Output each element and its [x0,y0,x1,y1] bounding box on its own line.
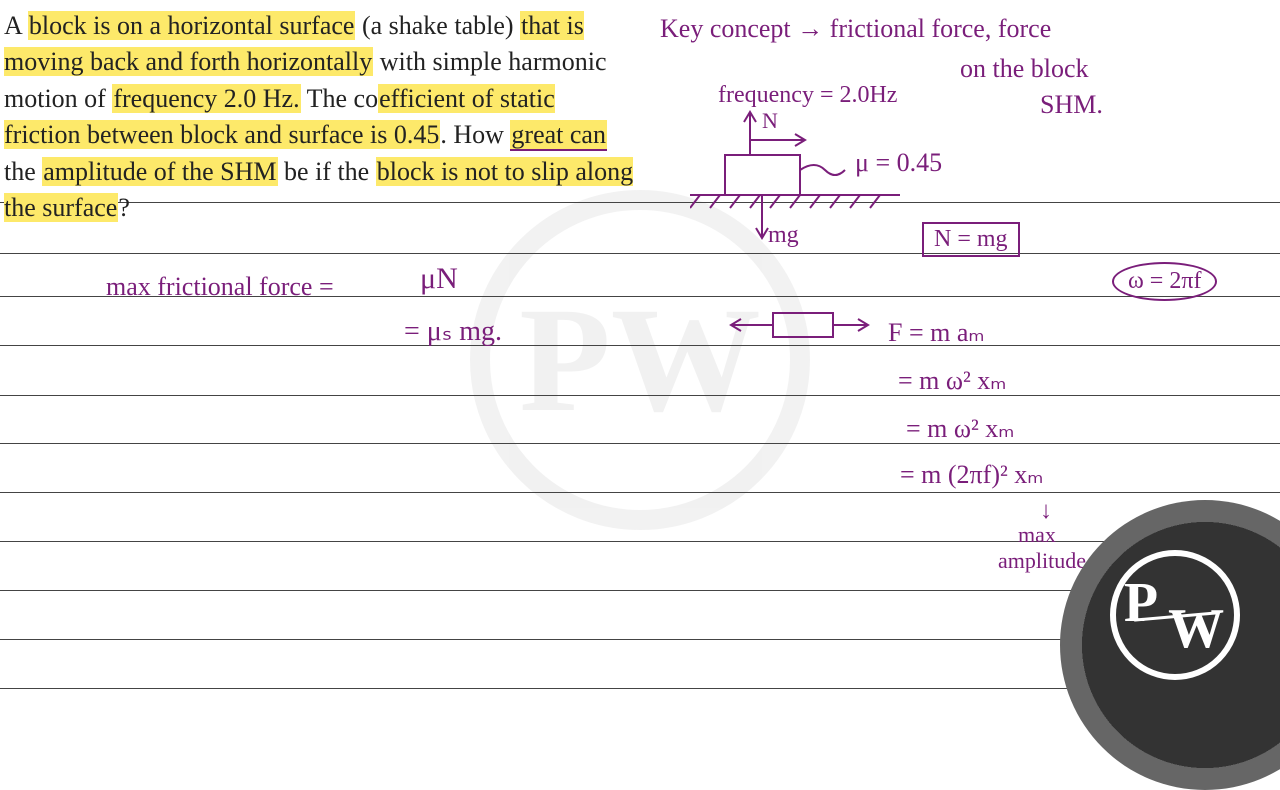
hand-n-eq-mg-box: N = mg [922,222,1020,257]
hand-max-friction: max frictional force = [106,272,334,302]
oval-equation: ω = 2πf [1112,262,1217,301]
hand-mg-label: mg [768,222,799,249]
hand-mu-value: μ = 0.45 [855,148,942,178]
hand-mu-s-mg: = μₛ mg. [404,314,502,348]
hand-arrow-down: ↓ [1040,498,1052,525]
hand-eq4: = m (2πf)² xₘ [900,460,1043,490]
block-arrows-diagram [723,305,873,345]
hand-N-label: N [762,108,778,134]
pw-logo: P W [1110,550,1240,680]
logo-w: W [1168,607,1224,652]
hand-omega-oval: ω = 2πf [1112,262,1217,301]
boxed-equation: N = mg [922,222,1020,257]
hand-key-concept-1: Key concept → frictional force, force [660,14,1051,44]
hand-max-label: max [1018,522,1056,548]
hand-eq3: = m ω² xₘ [906,414,1015,444]
hand-key-concept-2: on the block [960,54,1089,84]
hand-F-eq: F = m aₘ [888,318,985,348]
hand-muN: μN [420,262,458,296]
hand-eq2: = m ω² xₘ [898,366,1007,396]
logo-p: P [1124,581,1158,626]
hand-key-concept-3: SHM. [1040,90,1103,120]
hand-amplitude: amplitude [998,548,1086,574]
problem-text: A block is on a horizontal surface (a sh… [4,8,634,226]
